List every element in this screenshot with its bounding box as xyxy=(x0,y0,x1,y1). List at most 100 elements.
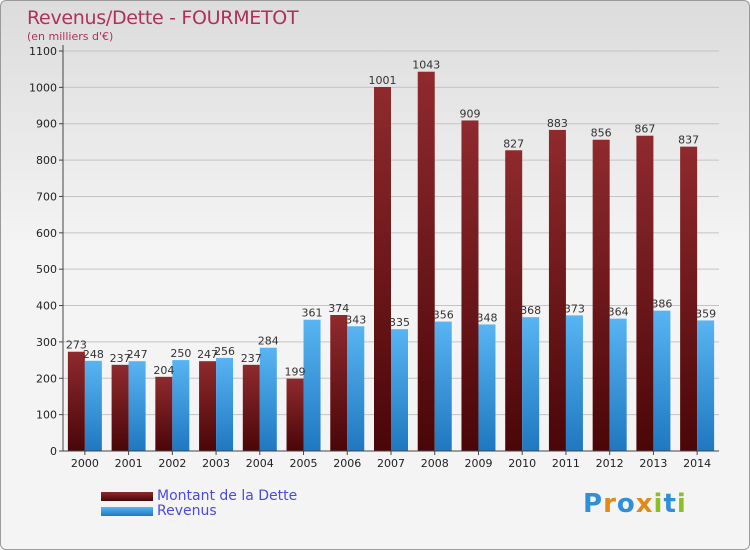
data-label-revenus: 256 xyxy=(214,345,235,358)
x-tick-label: 2006 xyxy=(333,457,361,470)
logo-letter: r xyxy=(603,489,617,519)
data-label-revenus: 284 xyxy=(258,335,279,348)
data-label-dette: 204 xyxy=(153,364,174,377)
y-tick-label: 0 xyxy=(50,445,57,458)
y-tick-label: 100 xyxy=(36,409,57,422)
y-tick-label: 300 xyxy=(36,336,57,349)
bar-dette xyxy=(330,315,348,451)
chart-subtitle: (en milliers d'€) xyxy=(27,30,114,43)
data-label-dette: 199 xyxy=(285,366,306,379)
data-label-dette: 867 xyxy=(634,123,655,136)
y-tick-label: 500 xyxy=(36,263,57,276)
data-label-revenus: 359 xyxy=(695,307,716,320)
data-label-revenus: 361 xyxy=(302,307,323,320)
x-tick-label: 2011 xyxy=(552,457,580,470)
bar-dette xyxy=(111,364,129,451)
data-label-revenus: 250 xyxy=(170,347,191,360)
data-label-revenus: 335 xyxy=(389,316,410,329)
data-label-dette: 237 xyxy=(110,352,131,365)
y-tick-label: 1000 xyxy=(29,81,57,94)
bar-revenus xyxy=(609,318,627,451)
data-label-dette: 374 xyxy=(328,302,349,315)
logo-letter: x xyxy=(635,489,654,519)
bar-revenus xyxy=(391,329,408,451)
legend-swatch-revenus xyxy=(101,506,153,516)
bar-revenus xyxy=(303,319,321,451)
y-tick-label: 900 xyxy=(36,118,57,131)
bar-revenus xyxy=(259,347,277,451)
y-tick-label: 800 xyxy=(36,154,57,167)
x-tick-label: 2002 xyxy=(158,457,186,470)
bar-dette xyxy=(155,376,173,451)
x-tick-label: 2010 xyxy=(508,457,536,470)
bar-revenus xyxy=(434,321,452,451)
data-label-revenus: 343 xyxy=(345,313,366,326)
data-label-dette: 1043 xyxy=(412,59,440,72)
logo-letter: P xyxy=(583,489,604,519)
legend-label-dette: Montant de la Dette xyxy=(157,488,298,504)
bar-dette xyxy=(67,351,85,451)
data-label-revenus: 348 xyxy=(476,311,497,324)
x-tick-label: 2007 xyxy=(377,457,405,470)
bar-dette xyxy=(242,364,260,451)
logo-letter: i xyxy=(676,489,687,519)
bar-dette xyxy=(199,361,217,451)
bar-dette xyxy=(374,87,391,451)
data-label-dette: 883 xyxy=(547,117,568,130)
bar-dette xyxy=(461,120,479,452)
data-label-revenus: 386 xyxy=(651,298,672,311)
y-tick-label: 400 xyxy=(36,300,57,313)
proxiti-logo: Proxiti xyxy=(583,489,687,519)
data-label-revenus: 248 xyxy=(83,348,104,361)
y-tick-label: 200 xyxy=(36,372,57,385)
x-tick-label: 2005 xyxy=(290,457,318,470)
bar-revenus xyxy=(84,360,102,451)
legend-item-dette: Montant de la Dette xyxy=(101,488,297,504)
bar-revenus xyxy=(653,310,671,451)
bar-dette xyxy=(592,139,610,451)
legend-item-revenus: Revenus xyxy=(101,503,217,519)
logo-letter: t xyxy=(663,489,677,519)
bar-revenus xyxy=(347,326,365,451)
data-label-revenus: 368 xyxy=(520,304,541,317)
bar-dette xyxy=(636,135,654,451)
bar-revenus xyxy=(172,360,190,451)
bar-revenus xyxy=(522,317,540,451)
legend-swatch-dette xyxy=(101,491,153,501)
bar-dette xyxy=(680,146,698,452)
data-label-dette: 837 xyxy=(678,134,699,147)
legend-label-revenus: Revenus xyxy=(157,503,217,519)
data-label-dette: 247 xyxy=(197,348,218,361)
y-tick-label: 600 xyxy=(36,227,57,240)
y-tick-label: 1100 xyxy=(29,45,57,58)
x-tick-label: 2004 xyxy=(246,457,274,470)
data-label-dette: 273 xyxy=(66,339,87,352)
bar-revenus xyxy=(478,324,496,451)
data-label-revenus: 356 xyxy=(433,309,454,322)
x-tick-label: 2014 xyxy=(683,457,711,470)
data-label-revenus: 364 xyxy=(608,306,629,319)
x-tick-label: 2008 xyxy=(421,457,449,470)
data-label-dette: 237 xyxy=(241,352,262,365)
x-tick-label: 2009 xyxy=(464,457,492,470)
logo-letter: o xyxy=(616,489,636,519)
bar-revenus xyxy=(216,357,234,451)
data-label-dette: 909 xyxy=(459,107,480,120)
y-tick-label: 700 xyxy=(36,190,57,203)
x-tick-label: 2003 xyxy=(202,457,230,470)
bar-dette xyxy=(505,150,523,452)
bar-revenus xyxy=(128,361,146,451)
bar-dette xyxy=(417,71,435,452)
x-tick-label: 2001 xyxy=(115,457,143,470)
data-label-dette: 1001 xyxy=(369,74,397,87)
bar-revenus xyxy=(565,315,583,451)
bar-dette xyxy=(286,378,304,451)
x-tick-label: 2013 xyxy=(639,457,667,470)
data-label-dette: 856 xyxy=(591,127,612,140)
data-label-dette: 827 xyxy=(503,137,524,150)
logo-letter: i xyxy=(653,489,664,519)
x-tick-label: 2000 xyxy=(71,457,99,470)
bar-revenus xyxy=(697,320,715,451)
